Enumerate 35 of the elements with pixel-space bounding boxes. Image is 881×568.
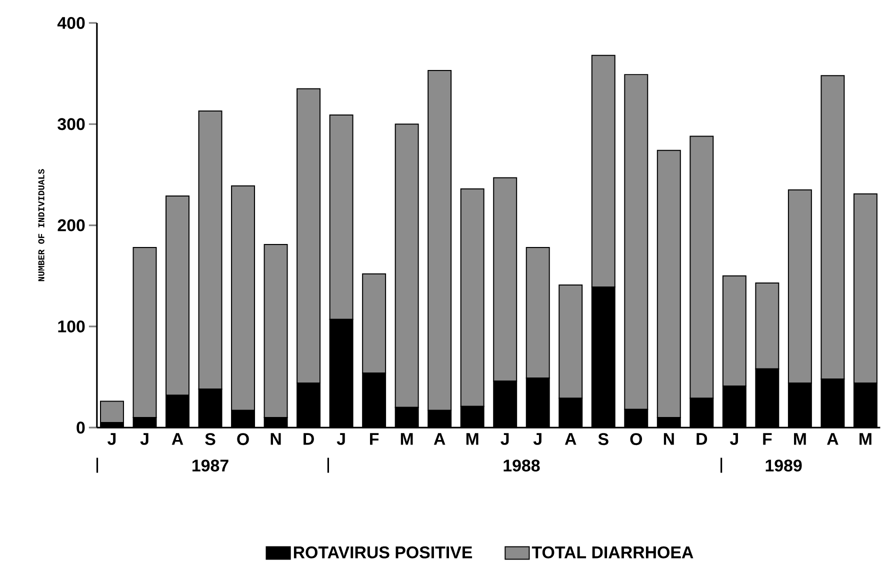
x-tick-label: D [696, 432, 708, 445]
x-tick-label: O [630, 432, 642, 445]
x-tick-label: M [860, 432, 872, 445]
x-tick-label: J [108, 432, 116, 445]
x-tick-label: J [533, 432, 542, 445]
text: 1988 [504, 459, 540, 472]
y-tick-label: 400 [57, 16, 85, 29]
x-tick-label: M [400, 432, 413, 445]
legend-label: TOTAL DIARRHOEA [532, 546, 694, 558]
legend-label: ROTAVIRUS POSITIVE [294, 546, 472, 558]
x-tick-label: M [466, 432, 478, 445]
y-tick-label: 0 [76, 421, 85, 434]
x-tick-label: J [500, 432, 509, 445]
x-tick-label: A [564, 432, 576, 445]
x-tick-label: F [370, 432, 379, 445]
y-tick-label: 300 [58, 118, 85, 130]
x-tick-label: N [270, 432, 281, 445]
x-tick-label: A [434, 432, 446, 445]
x-tick-label: J [730, 432, 738, 445]
x-tick-label: D [304, 432, 314, 445]
x-tick-label: M [794, 432, 806, 445]
x-tick-label: S [205, 432, 216, 445]
x-tick-label: S [598, 432, 608, 445]
y-tick-label: 100 [58, 320, 85, 332]
x-tick-label: J [336, 432, 345, 445]
text: 1987 [192, 459, 228, 472]
x-tick-label: N [664, 432, 674, 445]
y-tick-label: 200 [58, 219, 85, 232]
x-tick-label: J [140, 432, 148, 445]
x-tick-label: O [237, 432, 249, 445]
x-tick-label: F [763, 432, 772, 445]
text: 1989 [766, 459, 802, 472]
x-tick-label: A [827, 432, 838, 445]
y-axis-title: NUMBER OF INDIVIDUALS [38, 168, 44, 281]
x-tick-label: A [172, 432, 184, 445]
